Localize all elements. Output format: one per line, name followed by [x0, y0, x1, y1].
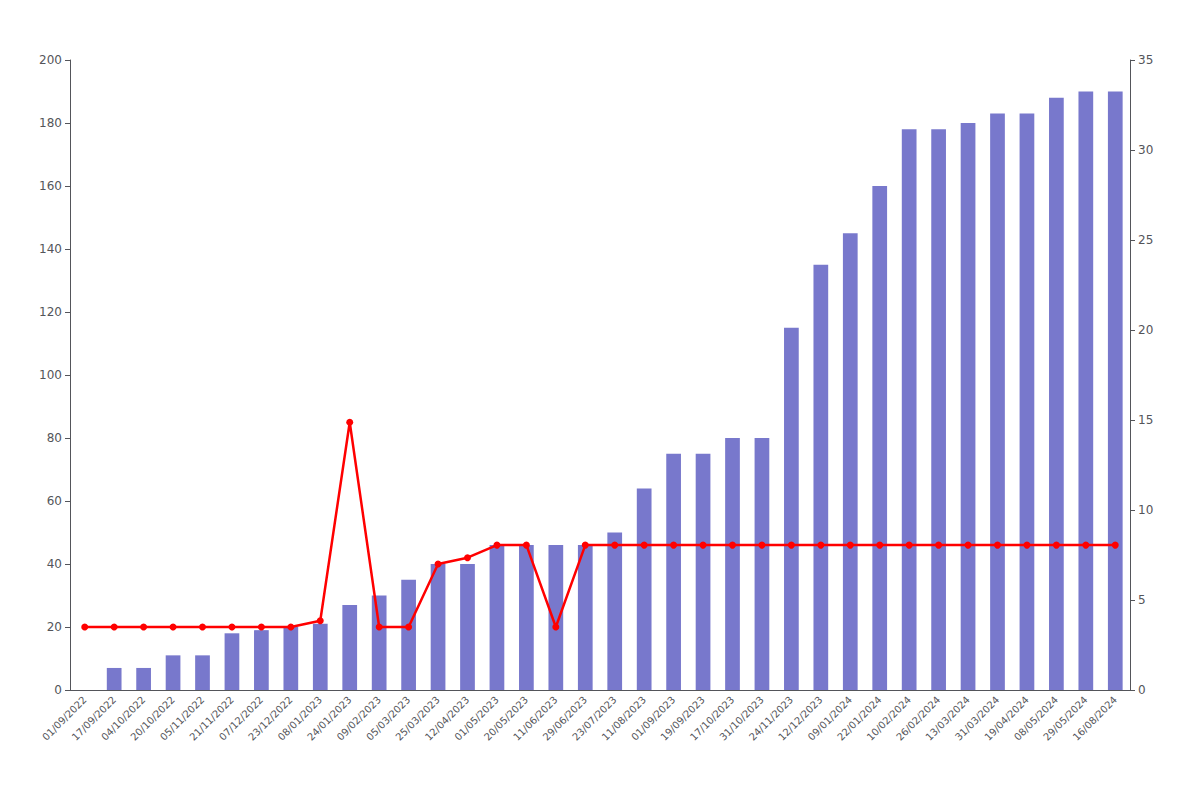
svg-text:22/01/2024: 22/01/2024: [835, 694, 884, 743]
svg-text:10/02/2024: 10/02/2024: [864, 694, 914, 743]
svg-text:20/10/2022: 20/10/2022: [128, 694, 177, 743]
svg-text:19/04/2024: 19/04/2024: [982, 694, 1031, 743]
svg-text:05/03/2023: 05/03/2023: [364, 694, 413, 743]
svg-text:07/12/2022: 07/12/2022: [216, 694, 266, 743]
svg-text:5: 5: [1138, 593, 1146, 607]
svg-text:0: 0: [1138, 683, 1146, 697]
svg-text:24/01/2023: 24/01/2023: [305, 694, 354, 743]
svg-text:26/02/2024: 26/02/2024: [894, 694, 943, 743]
svg-text:180: 180: [39, 116, 62, 130]
svg-text:31/10/2023: 31/10/2023: [717, 694, 766, 743]
svg-text:40: 40: [47, 557, 62, 571]
svg-text:23/12/2022: 23/12/2022: [246, 694, 295, 743]
svg-text:30: 30: [1138, 143, 1153, 157]
svg-text:19/09/2023: 19/09/2023: [658, 694, 707, 743]
svg-text:200: 200: [39, 53, 62, 67]
svg-text:09/02/2023: 09/02/2023: [334, 694, 384, 743]
svg-text:08/01/2023: 08/01/2023: [275, 694, 325, 743]
svg-text:25/03/2023: 25/03/2023: [393, 694, 442, 743]
svg-text:20: 20: [47, 620, 62, 634]
svg-text:13/03/2024: 13/03/2024: [923, 694, 972, 743]
svg-text:29/05/2024: 29/05/2024: [1041, 694, 1090, 743]
svg-text:31/03/2024: 31/03/2024: [952, 694, 1002, 743]
svg-text:09/01/2024: 09/01/2024: [805, 694, 855, 743]
svg-text:25: 25: [1138, 233, 1153, 247]
svg-text:0: 0: [54, 683, 62, 697]
svg-text:60: 60: [47, 494, 62, 508]
svg-text:160: 160: [39, 179, 62, 193]
svg-text:01/09/2023: 01/09/2023: [629, 694, 678, 743]
svg-text:21/11/2022: 21/11/2022: [187, 694, 236, 743]
svg-text:12/12/2023: 12/12/2023: [776, 694, 825, 743]
svg-text:11/08/2023: 11/08/2023: [599, 694, 649, 743]
svg-text:01/05/2023: 01/05/2023: [452, 694, 501, 743]
svg-text:100: 100: [39, 368, 62, 382]
svg-text:10: 10: [1138, 503, 1153, 517]
svg-text:20: 20: [1138, 323, 1153, 337]
svg-text:20/05/2023: 20/05/2023: [481, 694, 531, 743]
svg-text:16/08/2024: 16/08/2024: [1071, 694, 1119, 742]
svg-text:120: 120: [39, 305, 62, 319]
svg-text:140: 140: [39, 242, 62, 256]
svg-text:11/06/2023: 11/06/2023: [511, 694, 560, 743]
svg-text:80: 80: [47, 431, 62, 445]
svg-text:35: 35: [1138, 53, 1153, 67]
svg-text:01/09/2022: 01/09/2022: [40, 694, 89, 743]
svg-text:05/11/2022: 05/11/2022: [157, 694, 207, 743]
svg-text:04/10/2022: 04/10/2022: [99, 694, 148, 743]
svg-text:15: 15: [1138, 413, 1153, 427]
svg-text:17/09/2022: 17/09/2022: [69, 694, 119, 743]
svg-text:23/07/2023: 23/07/2023: [570, 694, 619, 743]
svg-text:29/06/2023: 29/06/2023: [540, 694, 590, 743]
svg-text:12/04/2023: 12/04/2023: [422, 694, 472, 743]
svg-text:24/11/2023: 24/11/2023: [746, 694, 796, 743]
svg-text:08/05/2024: 08/05/2024: [1011, 694, 1061, 743]
svg-text:17/10/2023: 17/10/2023: [687, 694, 737, 743]
